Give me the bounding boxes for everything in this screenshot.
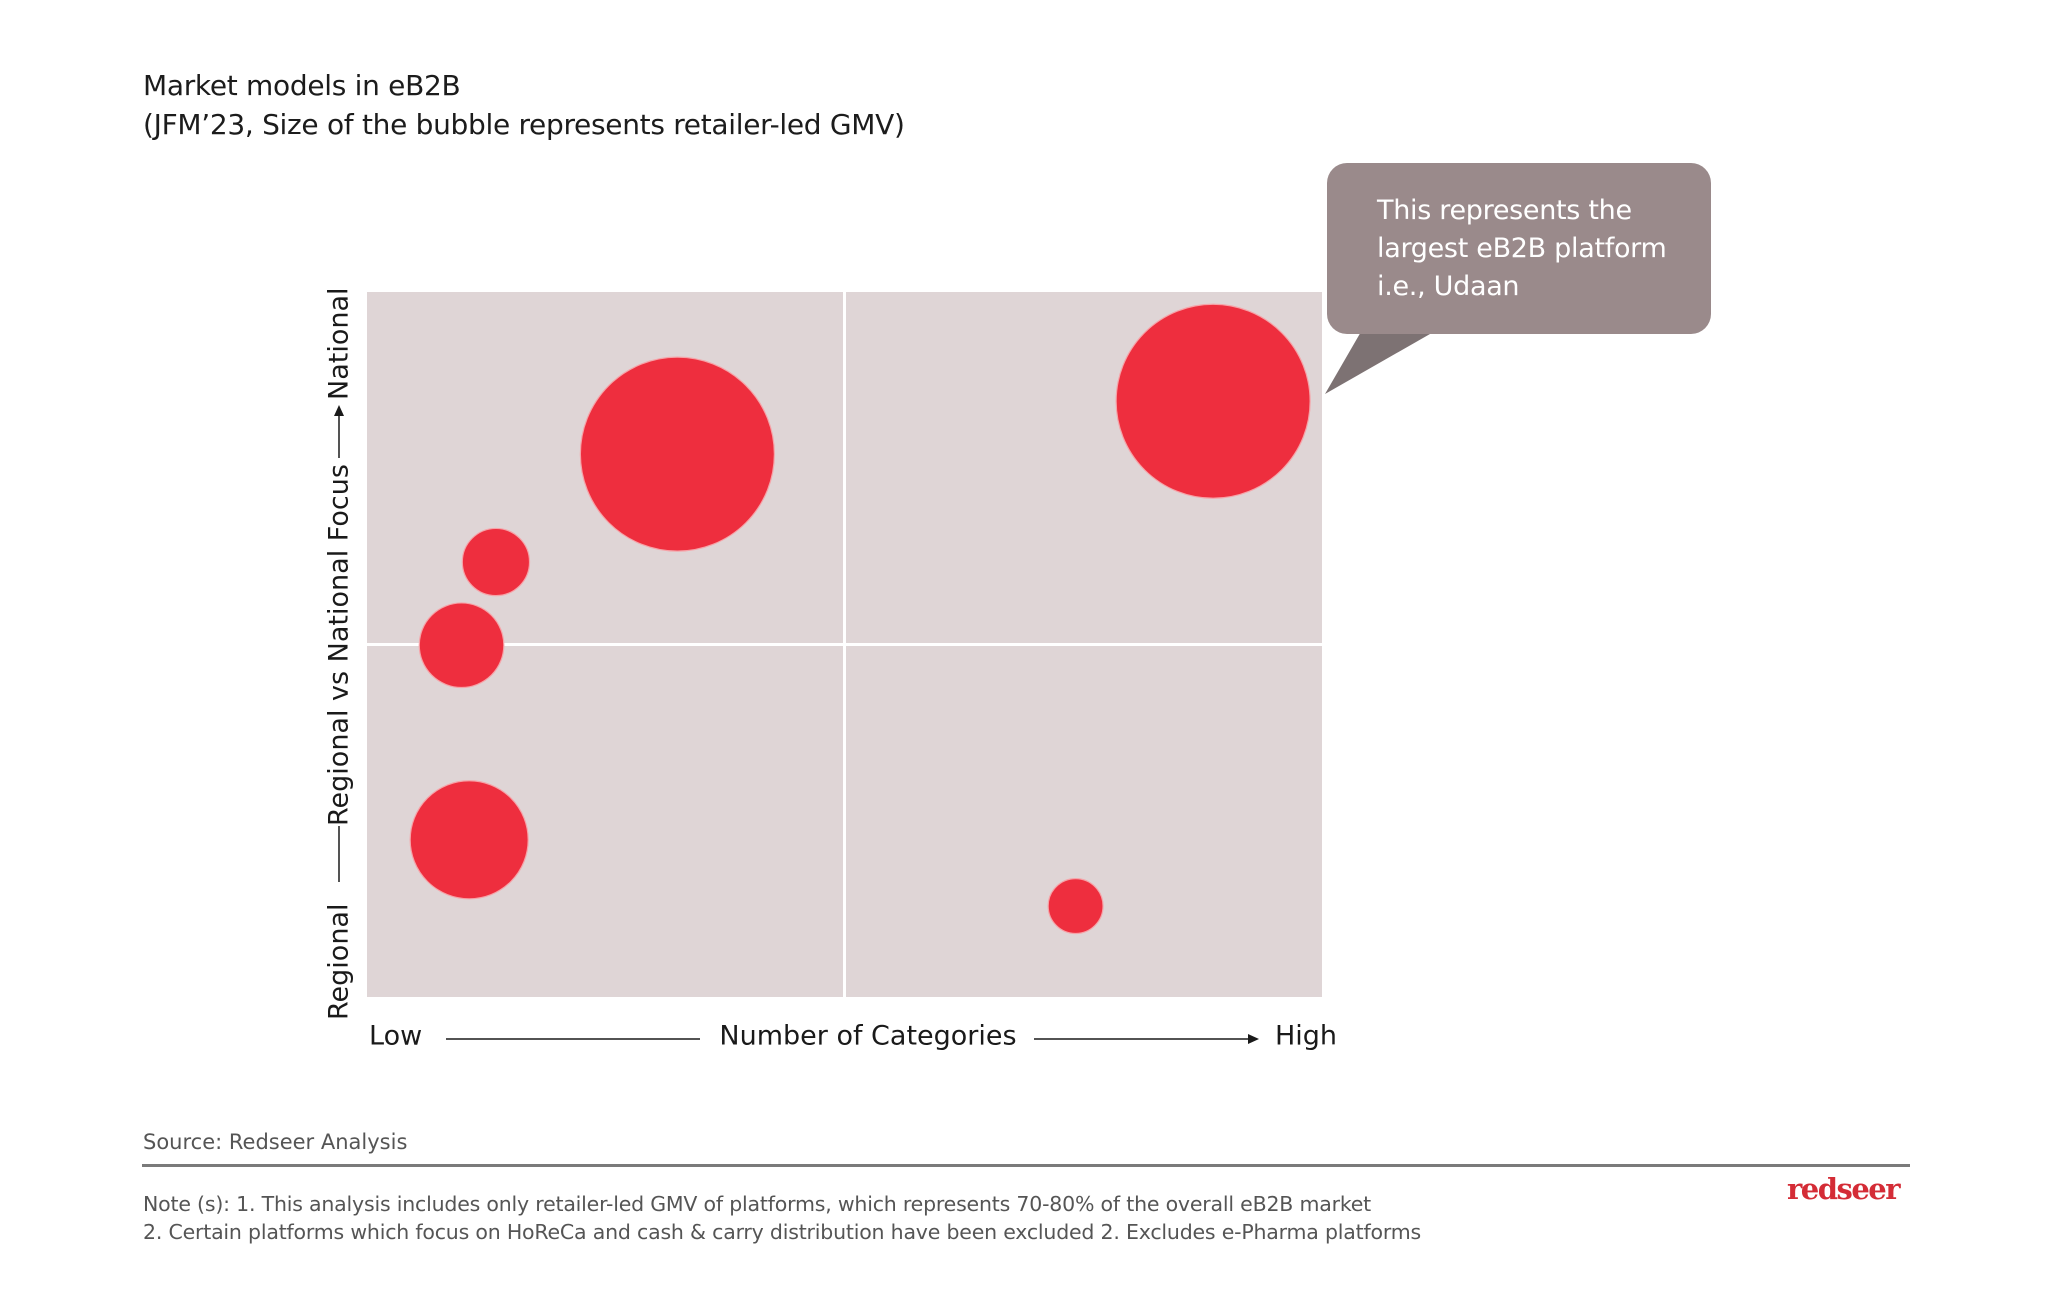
y-axis-min-label: Regional	[324, 904, 355, 1020]
chart-title-block: Market models in eB2B (JFM’23, Size of t…	[143, 66, 905, 144]
y-axis: Regional Regional vs National Focus Nati…	[324, 287, 355, 1020]
chart-subtitle: (JFM’23, Size of the bubble represents r…	[143, 108, 905, 141]
bubble-3	[418, 602, 505, 689]
y-axis-title: Regional vs National Focus	[324, 464, 355, 826]
redseer-logo: redseer	[1787, 1172, 1901, 1206]
callout-box	[1327, 163, 1711, 334]
x-axis-min-label: Low	[369, 1021, 422, 1052]
bubble-group	[409, 303, 1311, 935]
x-axis-title: Number of Categories	[719, 1021, 1016, 1052]
x-axis: Low Number of Categories High	[369, 1021, 1337, 1052]
footnotes: Note (s): 1. This analysis includes only…	[143, 1190, 1421, 1246]
bubble-4	[409, 780, 529, 900]
x-axis-arrow-icon	[1248, 1034, 1259, 1044]
footnote-line: 2. Certain platforms which focus on HoRe…	[143, 1220, 1421, 1244]
bubble-5	[1047, 878, 1104, 935]
callout-tail	[1325, 330, 1437, 394]
callout-text: This represents the largest eB2B platfor…	[1377, 192, 1667, 306]
bubble-1	[579, 356, 775, 552]
bubble-2	[461, 527, 531, 597]
callout-line: i.e., Udaan	[1377, 271, 1520, 302]
y-axis-max-label: National	[324, 287, 355, 400]
footnote-line: Note (s): 1. This analysis includes only…	[143, 1192, 1372, 1216]
chart-title: Market models in eB2B	[143, 69, 461, 102]
callout-line: This represents the	[1377, 195, 1632, 226]
x-axis-max-label: High	[1275, 1021, 1337, 1052]
y-axis-arrow-icon	[334, 405, 344, 416]
source-note: Source: Redseer Analysis	[143, 1130, 408, 1154]
footer-divider	[142, 1164, 1910, 1167]
bubble-udaan	[1115, 303, 1311, 499]
callout-line: largest eB2B platform	[1377, 233, 1667, 264]
